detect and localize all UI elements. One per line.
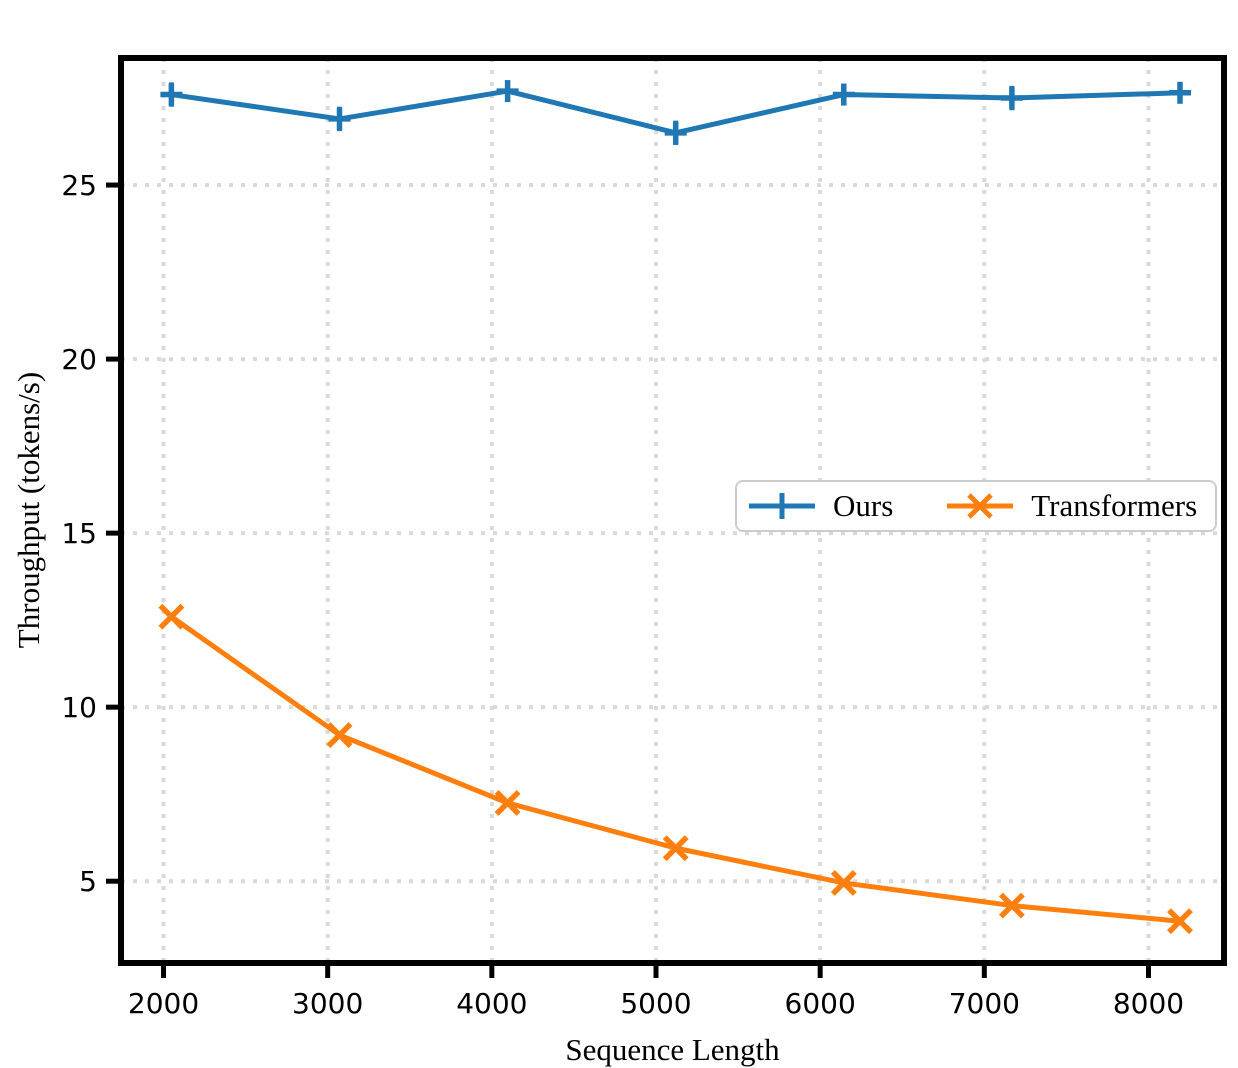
legend-label-ours: Ours bbox=[833, 488, 894, 523]
legend: Ours Transformers bbox=[735, 480, 1217, 532]
x-marker-icon bbox=[158, 603, 185, 630]
y-tick-label: 5 bbox=[79, 865, 97, 898]
x-marker-icon bbox=[1167, 908, 1193, 935]
x-axis-title: Sequence Length bbox=[565, 1032, 780, 1067]
x-marker-icon bbox=[830, 869, 857, 896]
x-tick-label: 5000 bbox=[620, 987, 691, 1020]
y-axis-title: Throughput (tokens/s) bbox=[11, 371, 46, 649]
legend-sample-transformers bbox=[947, 493, 1014, 519]
x-tick-label: 3000 bbox=[292, 987, 363, 1020]
x-tick-label: 7000 bbox=[949, 987, 1020, 1020]
x-marker-icon bbox=[326, 722, 353, 748]
y-tick-label: 25 bbox=[61, 169, 97, 202]
x-marker-icon bbox=[662, 835, 689, 862]
x-tick-label: 6000 bbox=[785, 987, 856, 1020]
y-tick-label: 10 bbox=[61, 691, 97, 724]
y-tick-label: 20 bbox=[61, 343, 97, 376]
axes-frame bbox=[118, 55, 1227, 966]
series-line-transformers bbox=[169, 614, 1181, 924]
x-tick-label: 8000 bbox=[1113, 987, 1184, 1020]
x-tick-label: 4000 bbox=[456, 987, 527, 1020]
legend-sample-ours bbox=[749, 493, 815, 519]
x-marker-icon bbox=[998, 892, 1025, 919]
x-marker-icon bbox=[494, 789, 521, 816]
y-tick-label: 15 bbox=[61, 517, 97, 550]
legend-label-transformers: Transformers bbox=[1031, 488, 1198, 523]
x-tick-label: 2000 bbox=[128, 987, 199, 1020]
